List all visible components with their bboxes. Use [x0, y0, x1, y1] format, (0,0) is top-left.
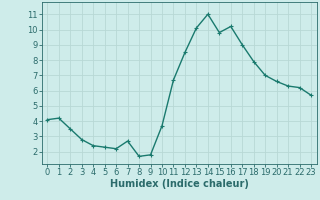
X-axis label: Humidex (Indice chaleur): Humidex (Indice chaleur)	[110, 179, 249, 189]
